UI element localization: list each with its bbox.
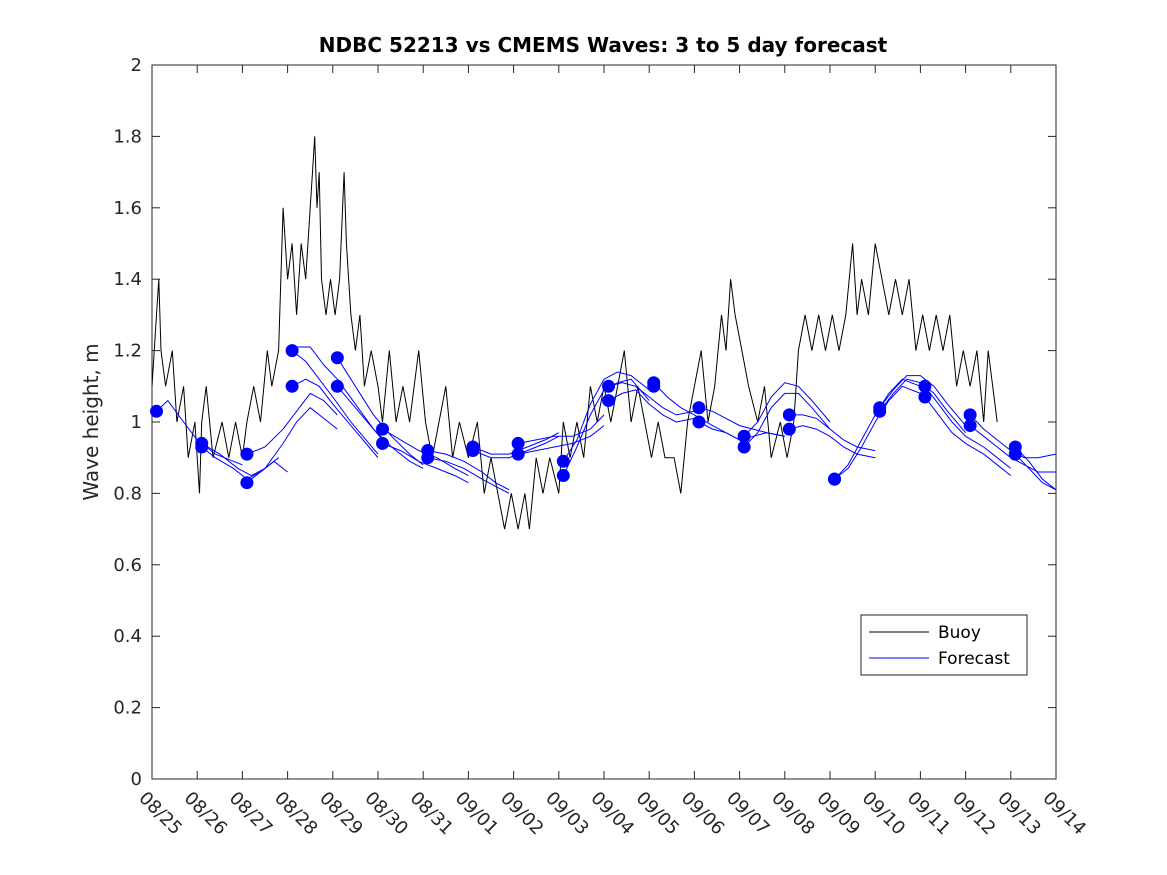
- forecast-marker: [195, 440, 209, 454]
- forecast-marker: [421, 451, 435, 465]
- forecast-run-line: [743, 392, 831, 448]
- forecast-marker: [240, 476, 254, 490]
- buoy-line: [151, 136, 998, 530]
- forecast-run-line: [427, 450, 510, 491]
- forecast-markers: [150, 344, 1022, 490]
- forecast-marker: [918, 390, 932, 404]
- forecast-marker: [828, 472, 842, 486]
- forecast-run-line: [743, 382, 831, 437]
- forecast-marker: [782, 422, 796, 436]
- forecast-marker: [602, 379, 616, 393]
- forecast-run-line: [789, 414, 876, 452]
- y-tick-label: 0.2: [113, 698, 142, 719]
- forecast-marker: [556, 469, 570, 483]
- forecast-run-line: [924, 396, 1012, 476]
- forecast-marker: [737, 429, 751, 443]
- forecast-marker: [873, 404, 887, 418]
- y-tick-label: 1.4: [113, 269, 142, 290]
- forecast-marker: [330, 351, 344, 365]
- buoy-series: [151, 136, 998, 530]
- forecast-run-line: [562, 371, 650, 462]
- legend-forecast-label: Forecast: [938, 649, 1010, 669]
- forecast-marker: [285, 344, 299, 358]
- forecast-marker: [511, 447, 525, 461]
- forecast-run-line: [834, 385, 921, 480]
- forecast-run-line: [518, 414, 605, 444]
- legend-buoy-label: Buoy: [938, 623, 981, 643]
- forecast-run-line: [427, 457, 510, 494]
- forecast-run-line: [246, 392, 338, 455]
- forecast-marker: [466, 444, 480, 458]
- forecast-run-line: [291, 378, 379, 459]
- y-tick-label: 0.8: [113, 483, 142, 504]
- forecast-marker: [376, 436, 390, 450]
- y-tick-label: 0.4: [113, 626, 142, 647]
- forecast-run-line: [608, 382, 695, 416]
- forecast-marker: [918, 379, 932, 393]
- forecast-marker: [737, 440, 751, 454]
- forecast-marker: [150, 404, 164, 418]
- forecast-marker: [285, 379, 299, 393]
- y-tick-label: 1.6: [113, 198, 142, 219]
- forecast-run-line: [246, 407, 338, 484]
- forecast-marker: [647, 379, 661, 393]
- forecast-run-line: [382, 442, 469, 484]
- forecast-run-line: [879, 375, 966, 426]
- forecast-marker: [963, 419, 977, 433]
- forecast-marker: [1008, 447, 1022, 461]
- forecast-run-line: [924, 385, 1012, 469]
- forecast-run-line: [291, 350, 379, 455]
- forecast-marker: [692, 401, 706, 415]
- y-tick-label: 1.8: [113, 126, 142, 147]
- legend: Buoy Forecast: [860, 614, 1028, 676]
- forecast-marker: [556, 454, 570, 468]
- forecast-run-line: [518, 425, 605, 455]
- forecast-marker: [692, 415, 706, 429]
- y-tick-label: 2: [131, 55, 142, 76]
- legend-box: [860, 614, 1028, 676]
- forecast-marker: [330, 379, 344, 393]
- forecast-marker: [602, 394, 616, 408]
- forecast-run-line: [1014, 453, 1057, 491]
- forecast-run-line: [1014, 446, 1057, 491]
- y-axis-label: Wave height, m: [79, 343, 103, 500]
- forecast-marker: [240, 447, 254, 461]
- forecast-marker: [376, 422, 390, 436]
- forecast-marker: [963, 408, 977, 422]
- y-tick-label: 0: [131, 769, 142, 790]
- chart-title: NDBC 52213 vs CMEMS Waves: 3 to 5 day fo…: [319, 33, 888, 57]
- forecast-marker: [511, 436, 525, 450]
- forecast-run-line: [608, 389, 695, 423]
- y-tick-label: 0.6: [113, 555, 142, 576]
- y-tick-label: 1: [131, 412, 142, 433]
- y-axis: 0 0.2 0.4 0.6 0.8 1 1.2 1.4 1.6 1.8 2: [113, 55, 1056, 790]
- y-tick-label: 1.2: [113, 341, 142, 362]
- forecast-marker: [782, 408, 796, 422]
